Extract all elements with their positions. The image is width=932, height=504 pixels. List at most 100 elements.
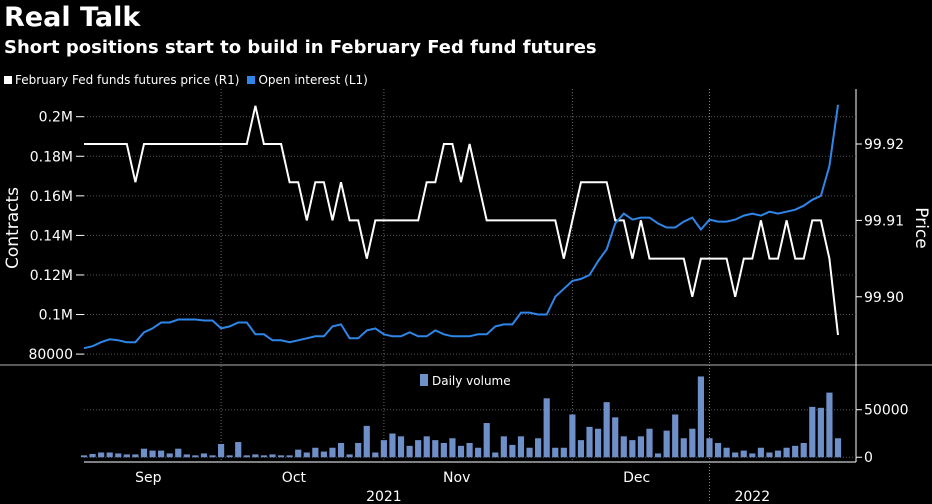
volume-bar	[269, 454, 276, 458]
volume-bar	[140, 448, 148, 458]
chart-subtitle: Short positions start to build in Februa…	[4, 37, 597, 58]
volume-bar	[560, 447, 567, 458]
volume-bar	[732, 452, 739, 458]
volume-bar	[209, 455, 216, 458]
volume-bar	[243, 455, 250, 458]
volume-bar	[106, 452, 113, 458]
right-tick-label: 99.91	[864, 213, 904, 229]
legend-swatch-price	[4, 76, 12, 84]
volume-bar	[834, 438, 842, 458]
volume-bar	[475, 447, 482, 458]
volume-bar	[603, 402, 610, 458]
volume-bar	[757, 447, 764, 458]
volume-bar	[192, 455, 199, 458]
volume-bar	[466, 442, 473, 458]
volume-bar	[783, 447, 790, 458]
volume-bar	[706, 438, 713, 458]
volume-bar	[552, 447, 559, 458]
volume-bar	[226, 455, 233, 458]
bar-tick-label: 0	[864, 450, 873, 466]
volume-bar	[389, 433, 396, 458]
volume-bar	[586, 426, 593, 458]
x-year-label: 2022	[734, 489, 770, 504]
volume-bar	[749, 453, 756, 458]
volume-bar	[295, 449, 302, 458]
volume-bar	[320, 451, 327, 458]
right-tick-label: 99.90	[864, 290, 904, 306]
left-tick-label: 0.1M	[39, 308, 73, 324]
volume-bar	[423, 436, 430, 458]
volume-bar	[440, 442, 447, 458]
volume-bar	[792, 445, 799, 458]
volume-bar	[115, 453, 122, 458]
volume-bar	[149, 450, 156, 458]
volume-bar	[826, 392, 833, 458]
x-month-label: Dec	[623, 470, 650, 486]
volume-bar	[509, 444, 516, 458]
volume-bar	[380, 440, 387, 458]
volume-legend-swatch	[420, 374, 428, 386]
volume-bar	[543, 398, 550, 458]
volume-bar	[517, 436, 525, 458]
volume-legend-label: Daily volume	[432, 374, 511, 388]
volume-bar	[98, 452, 105, 458]
volume-bar	[449, 438, 456, 458]
volume-bar	[260, 455, 268, 458]
volume-bar	[774, 450, 782, 458]
left-tick-label: 80000	[28, 347, 73, 363]
volume-bar	[158, 450, 165, 458]
volume-bar	[800, 442, 807, 458]
volume-bar	[500, 436, 507, 458]
volume-bar	[80, 455, 88, 458]
volume-bar	[397, 436, 405, 458]
bar-tick-label: 50000	[864, 403, 909, 419]
volume-bar	[595, 428, 602, 458]
volume-bar	[355, 442, 362, 458]
volume-bar	[577, 440, 585, 458]
volume-bar	[809, 406, 816, 458]
legend-swatch-open-interest	[247, 76, 256, 84]
volume-bar	[252, 454, 259, 458]
volume-bar	[612, 417, 619, 458]
left-tick-label: 0.14M	[30, 228, 73, 244]
volume-bar	[535, 438, 542, 458]
left-tick-label: 0.2M	[39, 110, 73, 126]
volume-bar	[200, 453, 208, 458]
series-line-open-interest	[83, 104, 839, 350]
volume-bar	[337, 442, 345, 458]
volume-bar	[689, 428, 696, 458]
volume-bar	[286, 455, 293, 458]
volume-bar	[346, 454, 353, 458]
volume-bar	[646, 428, 653, 458]
left-axis-title: Contracts	[3, 187, 23, 269]
right-tick-label: 99.92	[864, 137, 904, 153]
legend-item-price: February Fed funds futures price (R1)	[4, 73, 239, 87]
volume-bar	[637, 436, 645, 458]
volume-bar	[483, 423, 490, 458]
x-month-label: Oct	[282, 470, 307, 486]
series-line-price	[84, 105, 839, 336]
volume-bar	[415, 440, 422, 458]
volume-bar	[277, 455, 285, 458]
volume-bar	[697, 376, 704, 458]
volume-bar	[132, 454, 139, 458]
chart-title: Real Talk	[4, 2, 141, 33]
volume-bar	[654, 453, 662, 458]
volume-bar	[363, 425, 370, 458]
legend-label-price: February Fed funds futures price (R1)	[15, 73, 240, 87]
volume-bar	[432, 440, 439, 458]
volume-bar	[312, 447, 319, 458]
volume-bar	[492, 452, 499, 458]
volume-bar	[303, 452, 310, 458]
volume-bar	[175, 448, 182, 458]
volume-bar	[218, 443, 225, 458]
legend-item-open-interest: Open interest (L1)	[247, 73, 368, 87]
x-month-label: Nov	[443, 470, 470, 486]
legend-label-open-interest: Open interest (L1)	[258, 73, 368, 87]
volume-bar	[457, 445, 465, 458]
volume-bar	[235, 442, 242, 458]
volume-bar	[629, 440, 636, 458]
legend: February Fed funds futures price (R1) Op…	[4, 73, 376, 87]
volume-bar	[680, 438, 687, 458]
